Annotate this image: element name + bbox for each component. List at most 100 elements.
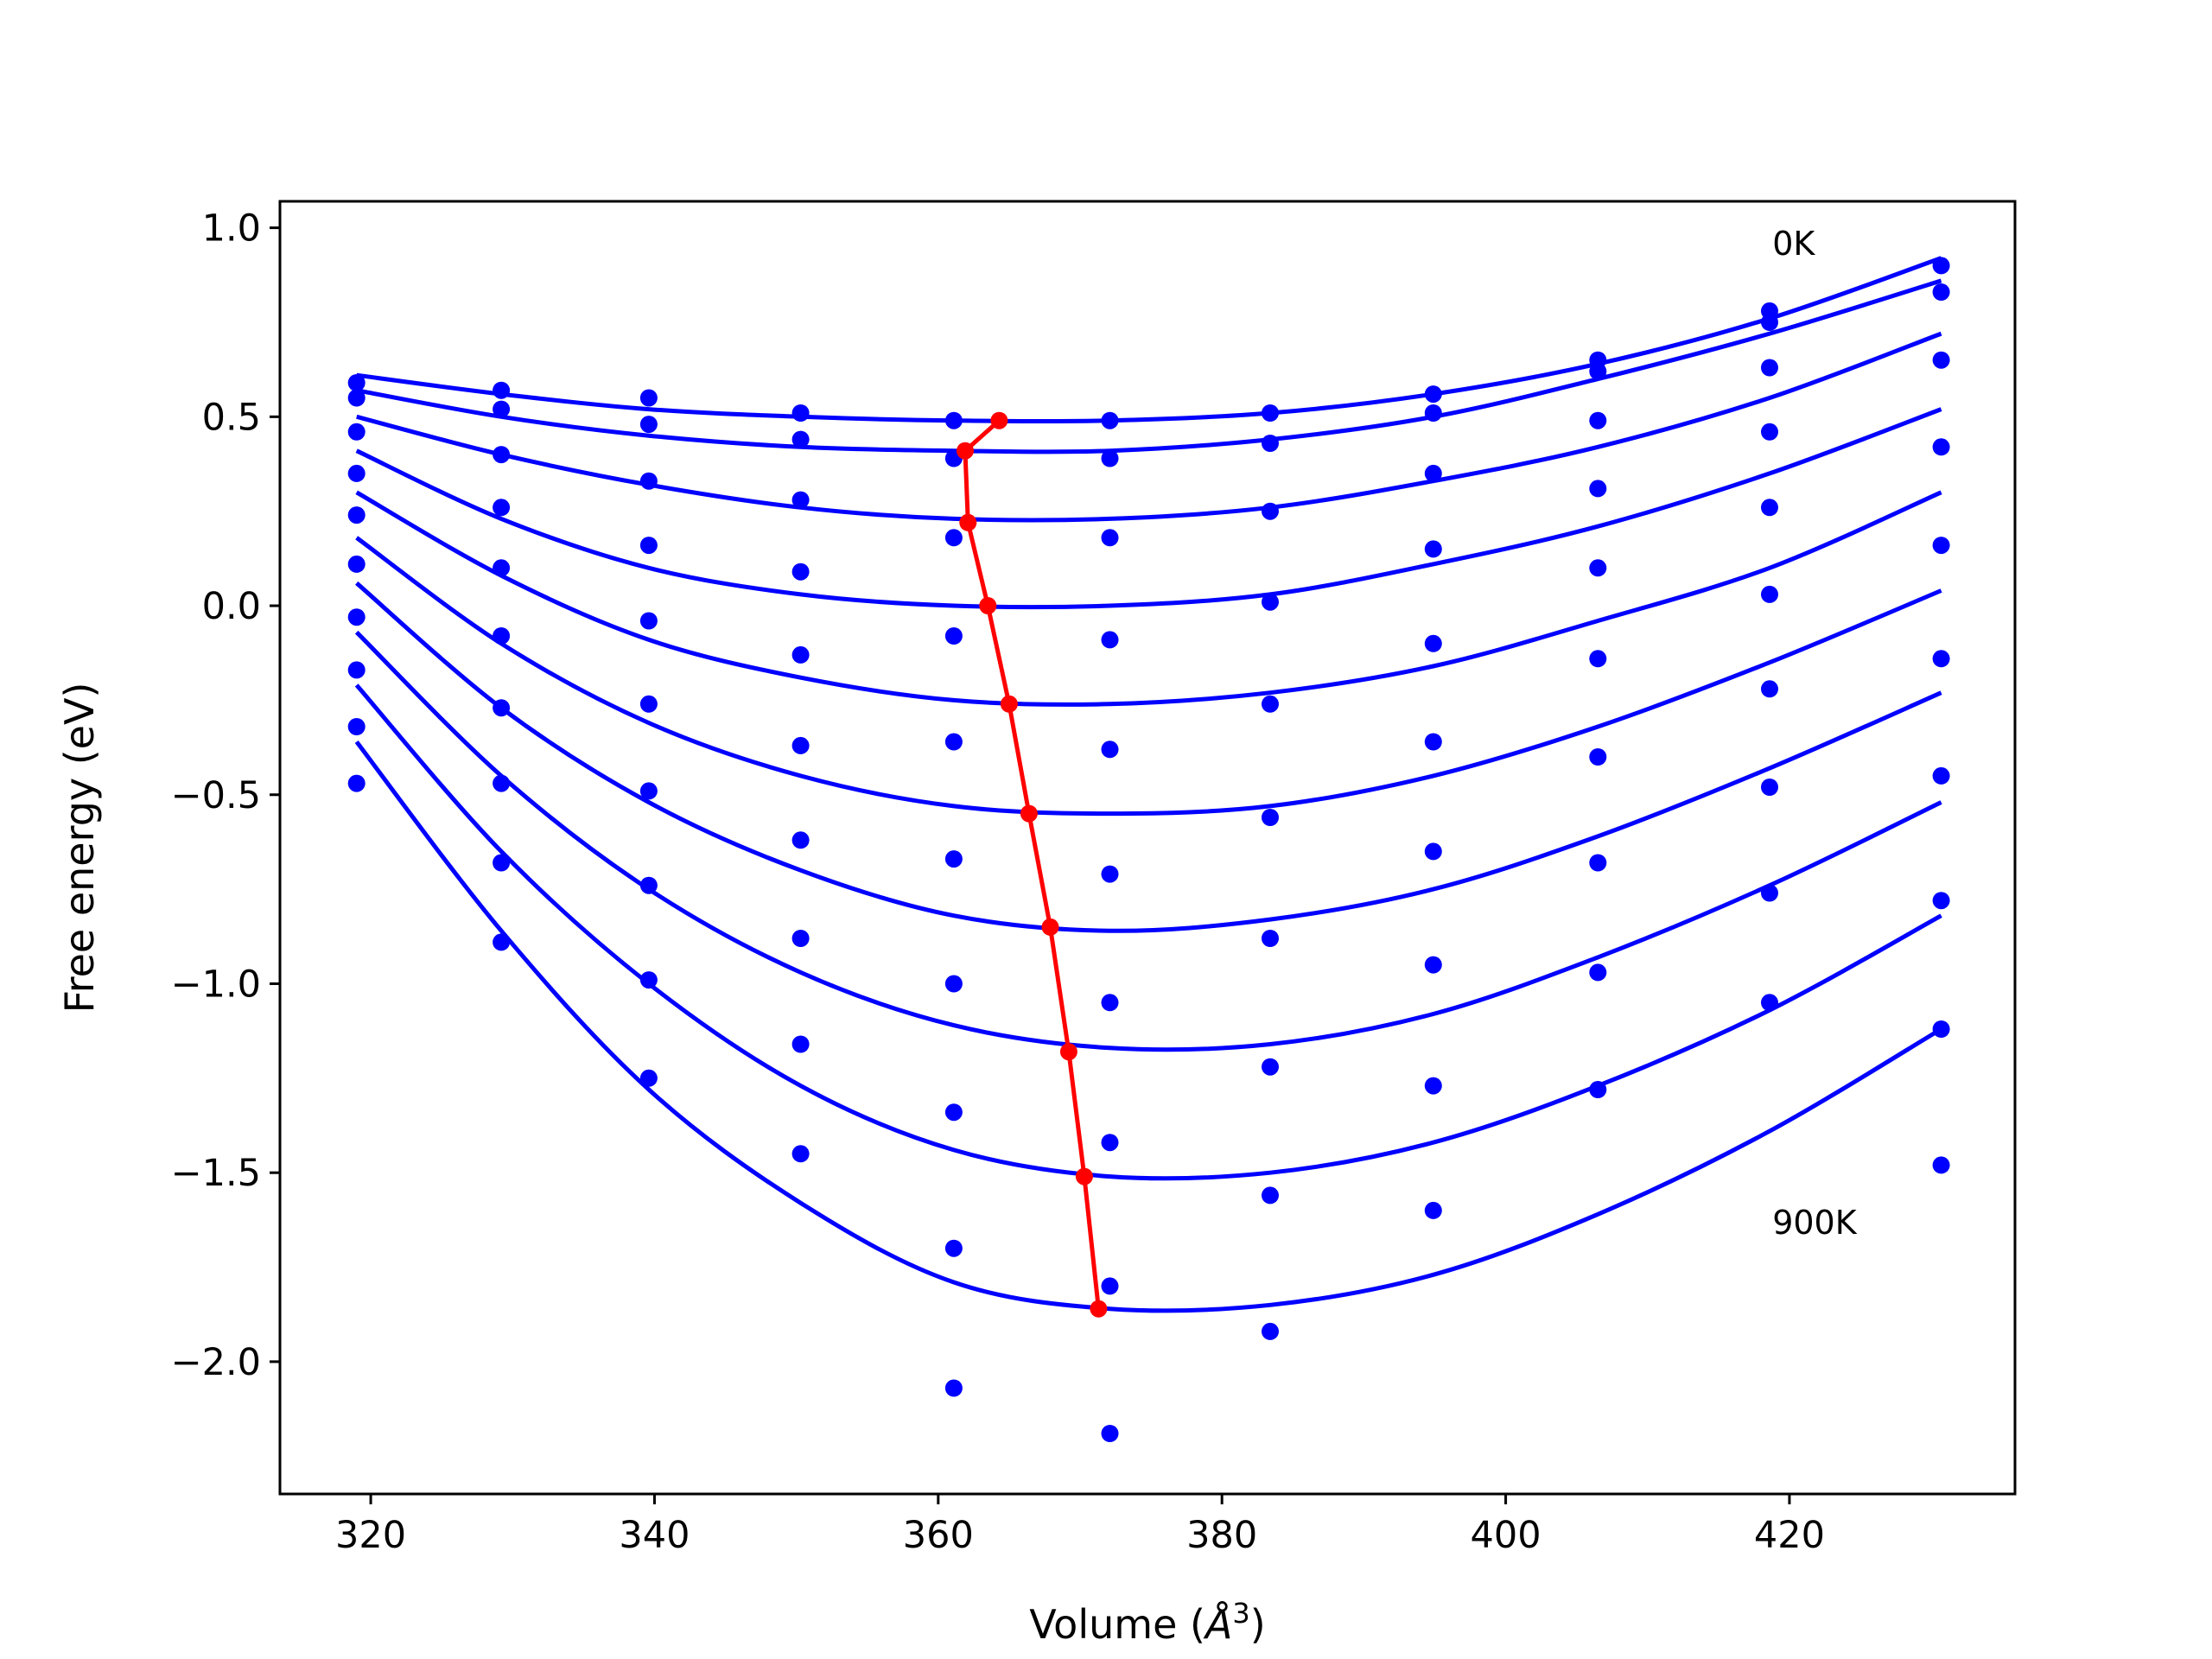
- y-tick-label: −1.5: [171, 1152, 261, 1195]
- minimum-point: [1000, 695, 1018, 713]
- minimum-point: [990, 411, 1008, 429]
- x-tick-label: 320: [335, 1514, 406, 1557]
- data-point: [791, 831, 810, 849]
- data-point: [1761, 779, 1778, 796]
- data-point: [944, 411, 963, 429]
- data-point: [347, 464, 365, 482]
- data-point: [944, 1379, 963, 1397]
- y-tick-label: 0.0: [202, 585, 261, 628]
- data-point: [791, 930, 810, 947]
- data-point: [1101, 449, 1119, 467]
- data-point: [1424, 1201, 1442, 1219]
- data-point: [791, 563, 810, 581]
- data-point: [493, 627, 511, 645]
- minimum-point: [1075, 1167, 1093, 1185]
- fit-curve-6: [355, 581, 1942, 933]
- data-point: [1262, 593, 1279, 611]
- data-point: [1424, 385, 1442, 404]
- data-point: [791, 736, 810, 754]
- data-point: [1262, 502, 1279, 520]
- data-point: [347, 608, 365, 626]
- plot-frame: [278, 200, 2017, 1496]
- data-point: [944, 733, 963, 751]
- data-point: [639, 1069, 658, 1087]
- x-tick-label: 400: [1471, 1514, 1541, 1557]
- data-point: [791, 491, 810, 509]
- data-point: [944, 1103, 963, 1122]
- data-point: [1424, 842, 1442, 861]
- x-axis-ticks: 320 340 360 380 400 420: [335, 1494, 1825, 1557]
- data-point: [1424, 1077, 1442, 1095]
- y-tick-label: −1.0: [171, 963, 261, 1006]
- fit-curve-9: [354, 740, 1942, 1313]
- minimum-energy-line: [957, 411, 1108, 1318]
- data-point: [1932, 438, 1950, 456]
- data-point: [493, 400, 511, 418]
- data-point: [493, 774, 511, 792]
- fit-curve-5: [355, 536, 1942, 817]
- y-tick-label: 0.5: [202, 396, 261, 439]
- data-point: [944, 1239, 963, 1257]
- fit-curve-7: [354, 630, 1942, 1052]
- data-point: [1424, 956, 1442, 974]
- data-point: [639, 537, 658, 555]
- data-point: [347, 506, 365, 524]
- data-point: [1262, 435, 1279, 452]
- data-point: [1101, 1425, 1119, 1442]
- data-point: [639, 876, 658, 894]
- data-point: [347, 389, 365, 407]
- y-axis-label: Free energy (eV): [56, 683, 103, 1014]
- data-point: [1262, 695, 1279, 713]
- data-point: [639, 971, 658, 989]
- minimum-point: [1090, 1300, 1108, 1318]
- data-point: [1262, 1186, 1279, 1205]
- y-axis-ticks: 1.0 0.5 0.0 −0.5 −1.0 −1.5 −2.0: [171, 207, 280, 1384]
- annotation-0k: 0K: [1772, 225, 1815, 263]
- data-point: [944, 850, 963, 868]
- data-point: [1589, 559, 1607, 577]
- data-point: [639, 612, 658, 630]
- data-points: [347, 257, 1950, 1442]
- data-point: [1101, 1134, 1119, 1152]
- data-point: [1424, 733, 1442, 751]
- data-point: [1101, 1277, 1119, 1295]
- fit-curve-0: [356, 256, 1942, 424]
- data-point: [639, 782, 658, 800]
- data-point: [347, 555, 365, 573]
- data-point: [1101, 865, 1119, 883]
- data-point: [791, 645, 810, 664]
- data-point: [347, 661, 365, 679]
- x-axis-label: Volume (Å3): [1029, 1597, 1265, 1648]
- data-point: [493, 381, 511, 399]
- data-point: [1932, 537, 1950, 555]
- x-tick-label: 360: [903, 1514, 974, 1557]
- fit-curve-3: [355, 407, 1942, 610]
- fit-curves: [354, 256, 1942, 1313]
- data-point: [347, 423, 365, 441]
- data-point: [1589, 1081, 1607, 1098]
- data-point: [1589, 362, 1607, 380]
- fit-curve-4: [355, 490, 1942, 707]
- data-point: [944, 627, 963, 645]
- data-point: [1589, 748, 1607, 766]
- data-point: [347, 374, 365, 391]
- data-point: [1262, 1322, 1279, 1340]
- data-point: [639, 472, 658, 490]
- minimum-point: [959, 513, 977, 531]
- data-point: [1262, 1058, 1279, 1076]
- data-point: [493, 559, 511, 577]
- data-point: [1589, 650, 1607, 668]
- data-point: [1424, 464, 1442, 482]
- data-point: [347, 774, 365, 792]
- data-point: [1589, 963, 1607, 982]
- data-point: [1262, 809, 1279, 826]
- data-point: [493, 499, 511, 517]
- data-point: [1761, 359, 1778, 377]
- data-point: [791, 1145, 810, 1163]
- data-point: [1262, 404, 1279, 422]
- data-point: [493, 699, 511, 717]
- data-point: [347, 718, 365, 735]
- data-point: [1932, 892, 1950, 910]
- annotation-900k: 900K: [1772, 1204, 1858, 1242]
